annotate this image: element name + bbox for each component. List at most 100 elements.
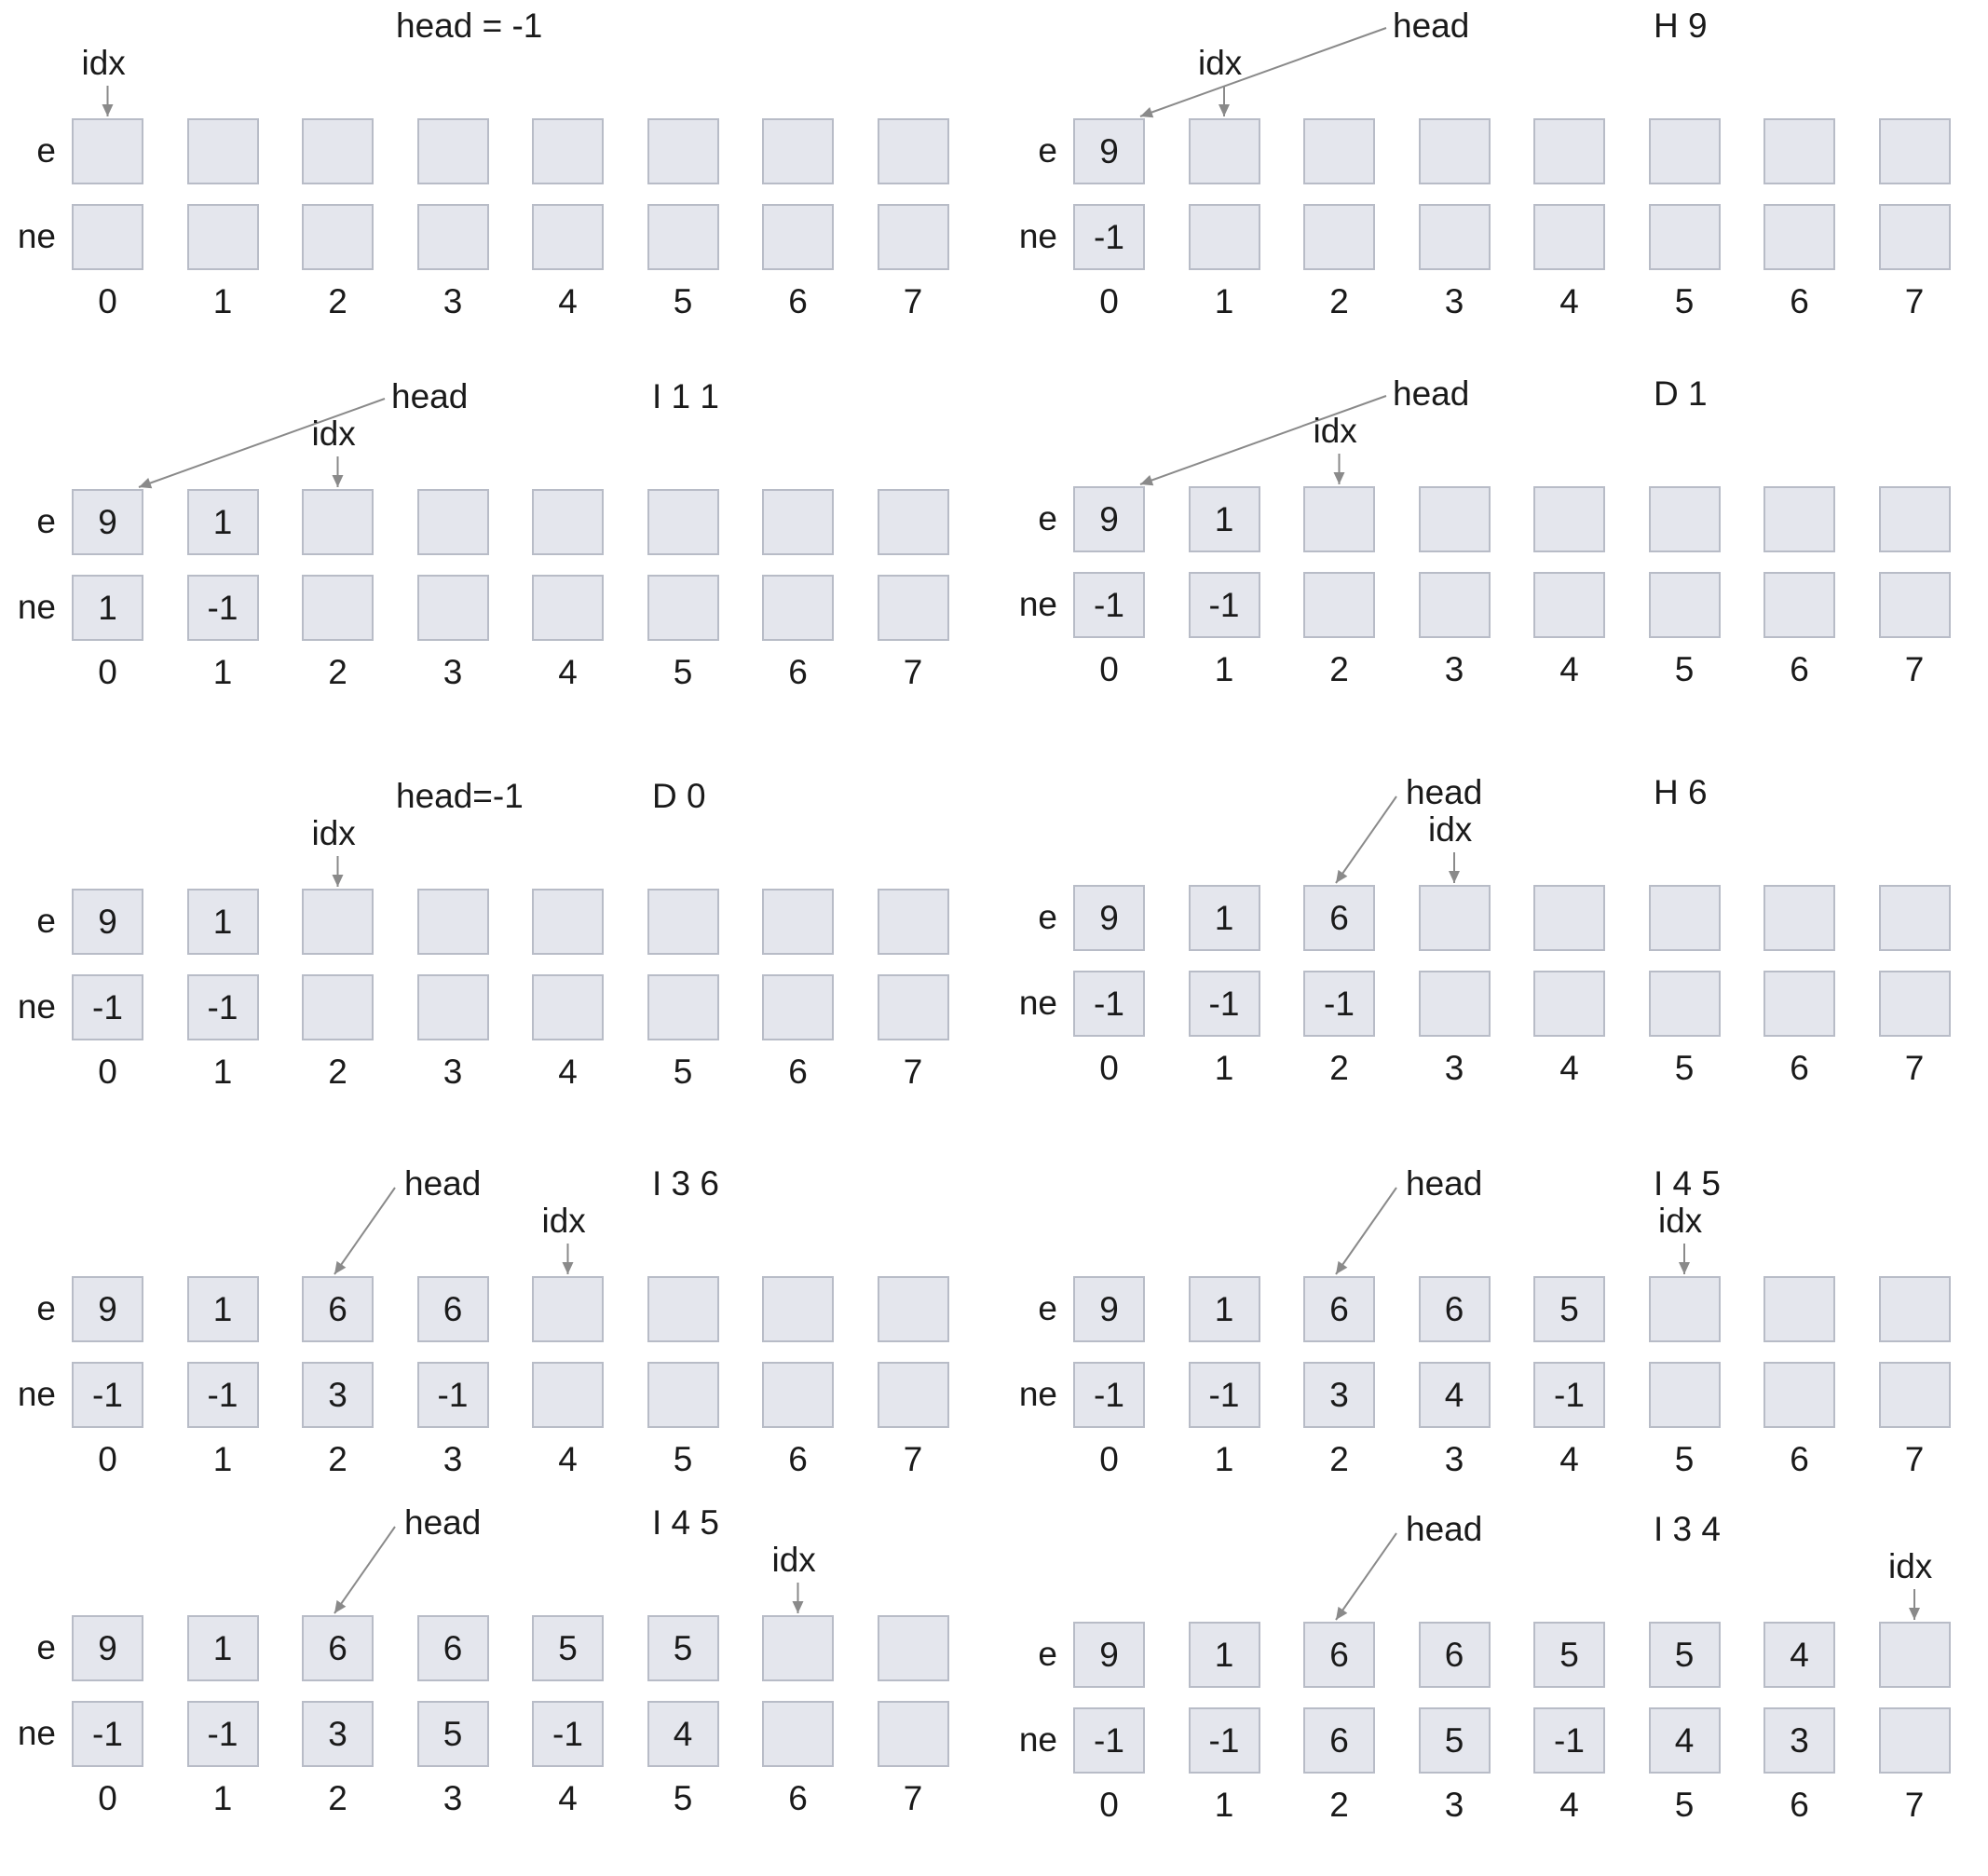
ne-cell — [1878, 1707, 1951, 1774]
index-number: 7 — [903, 1779, 923, 1817]
e-cell — [302, 889, 374, 955]
index-number: 1 — [1214, 1786, 1234, 1824]
e-cell: 5 — [1648, 1622, 1721, 1688]
ne-cell: -1 — [1073, 1707, 1145, 1774]
e-cell — [1648, 885, 1721, 951]
index-number: 5 — [673, 653, 693, 691]
e-cell — [416, 489, 489, 555]
ne-row-label: ne — [1018, 984, 1057, 1022]
e-cell — [1533, 885, 1605, 951]
ne-cell — [762, 1701, 834, 1767]
ne-row-label: ne — [1018, 1720, 1057, 1759]
head-label: head — [404, 1164, 482, 1203]
e-cell — [762, 889, 834, 955]
ne-cell — [302, 204, 374, 270]
e-cell — [1188, 118, 1260, 184]
e-cell — [1533, 486, 1605, 552]
idx-label: idx — [1313, 412, 1357, 450]
idx-arrow — [1909, 1589, 1920, 1620]
idx-label: idx — [81, 44, 126, 82]
e-cell: 6 — [1303, 1276, 1375, 1342]
e-cell — [1878, 118, 1951, 184]
ne-cell — [647, 974, 719, 1040]
e-cell — [762, 118, 834, 184]
ne-cell: -1 — [416, 1362, 489, 1428]
e-cell — [647, 489, 719, 555]
ne-cell — [1303, 204, 1375, 270]
e-cell — [1763, 118, 1835, 184]
index-number: 7 — [1904, 1440, 1925, 1478]
idx-label: idx — [1428, 810, 1473, 849]
e-cell: 5 — [1533, 1276, 1605, 1342]
pointer-arrows — [1335, 795, 1460, 884]
e-cell: 6 — [1303, 1622, 1375, 1688]
index-number: 6 — [1790, 282, 1809, 320]
idx-arrow — [792, 1583, 804, 1613]
e-cell: 9 — [72, 1615, 143, 1681]
head-label: head — [1406, 773, 1483, 811]
ne-cell — [532, 974, 604, 1040]
idx-label: idx — [311, 814, 356, 852]
index-number: 4 — [558, 1053, 578, 1091]
index-number: 4 — [1559, 282, 1579, 320]
e-cell — [416, 118, 489, 184]
ne-cell — [1533, 971, 1605, 1037]
pointer-arrows — [1139, 395, 1387, 486]
e-cell — [72, 118, 143, 184]
ne-cell: -1 — [1188, 572, 1260, 638]
state-panel-0: e ne 0 1 2 3 4 5 6 7 head = -1 idx — [0, 0, 994, 373]
e-cell: 5 — [532, 1615, 604, 1681]
index-number: 3 — [1444, 1440, 1464, 1478]
index-number: 2 — [1329, 650, 1349, 688]
idx-label: idx — [311, 415, 356, 453]
e-cell — [1533, 118, 1605, 184]
e-cell: 5 — [1533, 1622, 1605, 1688]
ne-cell: -1 — [1073, 204, 1145, 270]
e-row-label: e — [36, 1289, 56, 1327]
idx-label: idx — [771, 1541, 816, 1579]
ne-cell — [302, 974, 374, 1040]
ne-cell — [532, 204, 604, 270]
operation-label: I 4 5 — [652, 1503, 719, 1542]
ne-cell — [877, 1701, 949, 1767]
ne-row-label: ne — [1018, 585, 1057, 623]
ne-cell: 5 — [1418, 1707, 1491, 1774]
index-number: 4 — [1559, 1049, 1579, 1087]
ne-cell — [1533, 572, 1605, 638]
e-cell: 6 — [1418, 1622, 1491, 1688]
ne-cell: -1 — [1188, 1362, 1260, 1428]
ne-cell: 3 — [302, 1701, 374, 1767]
state-panel-1: e ne 9 -1 0 1 2 3 4 5 6 7 H 9 idx head — [1001, 0, 1988, 373]
index-number: 0 — [98, 282, 117, 320]
index-number: 7 — [1904, 282, 1925, 320]
idx-arrow — [1333, 454, 1345, 484]
e-cell: 1 — [1188, 486, 1260, 552]
e-cell — [1878, 1276, 1951, 1342]
ne-cell — [1533, 204, 1605, 270]
e-cell — [1878, 1622, 1951, 1688]
e-cell: 1 — [1188, 1622, 1260, 1688]
ne-cell: -1 — [72, 1362, 143, 1428]
e-cell — [1878, 486, 1951, 552]
ne-cell: 3 — [302, 1362, 374, 1428]
ne-cell: -1 — [1073, 971, 1145, 1037]
e-cell: 9 — [72, 889, 143, 955]
ne-cell: -1 — [1073, 1362, 1145, 1428]
e-cell: 1 — [186, 1615, 259, 1681]
ne-cell — [877, 204, 949, 270]
e-cell — [302, 118, 374, 184]
index-number: 7 — [903, 1440, 923, 1478]
e-cell: 1 — [186, 889, 259, 955]
ne-cell — [762, 575, 834, 641]
ne-cell — [416, 575, 489, 641]
e-cell: 9 — [72, 489, 143, 555]
index-number: 0 — [1099, 650, 1119, 688]
index-number: 1 — [212, 653, 233, 691]
e-row-label: e — [36, 502, 56, 540]
head-label: head — [1393, 374, 1470, 413]
operation-label: H 6 — [1654, 773, 1708, 811]
ne-cell: 3 — [1763, 1707, 1835, 1774]
index-number: 2 — [1329, 1049, 1349, 1087]
index-number: 2 — [328, 1053, 347, 1091]
e-cell — [532, 118, 604, 184]
